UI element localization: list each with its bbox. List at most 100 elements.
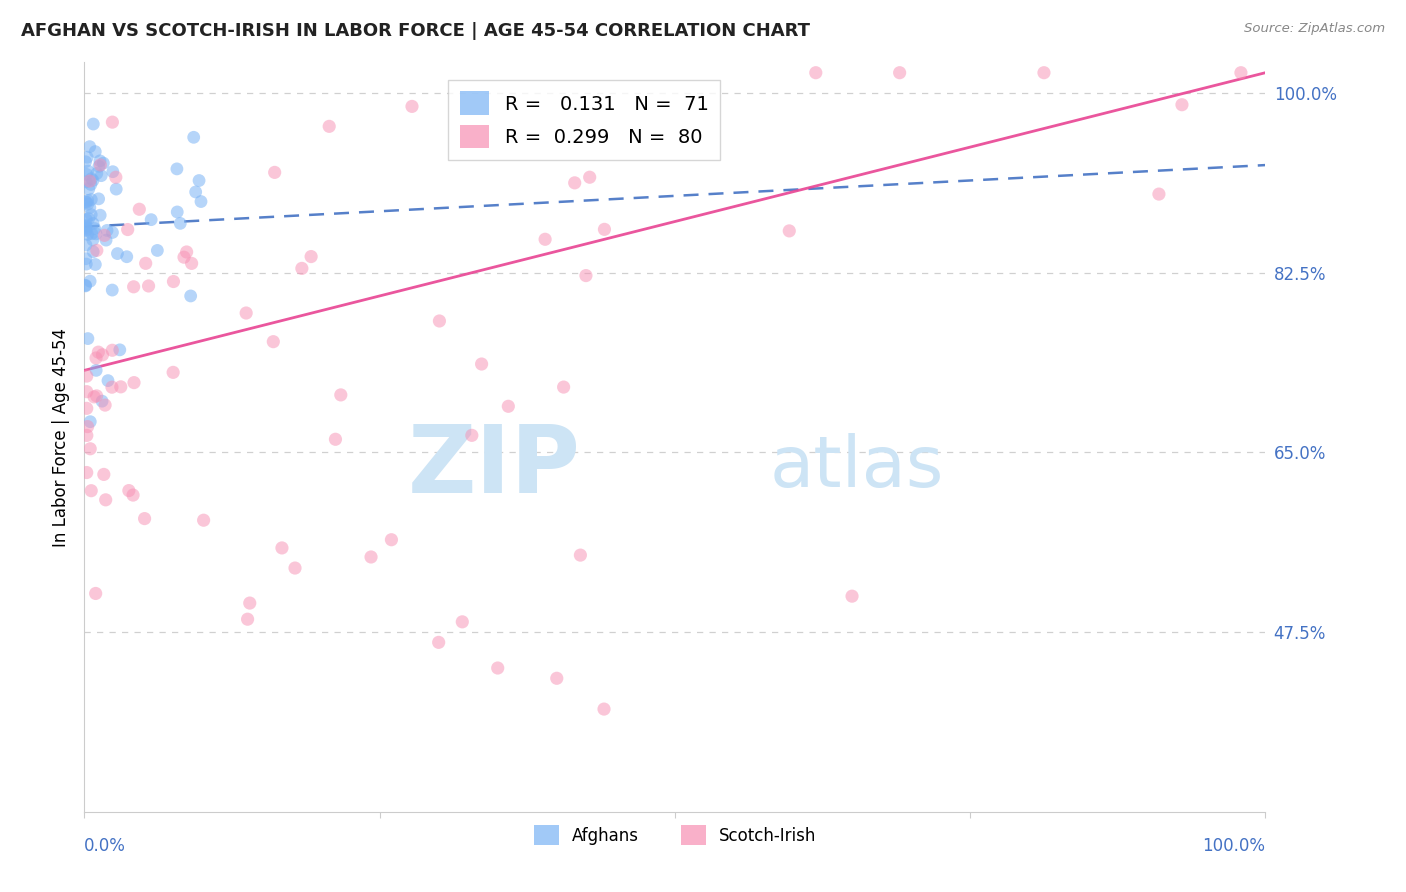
Text: Source: ZipAtlas.com: Source: ZipAtlas.com [1244, 22, 1385, 36]
Point [122, 376, 145, 390]
Point [75, 221, 97, 235]
Point [79, 201, 101, 215]
Text: AFGHAN VS SCOTCH-IRISH IN LABOR FORCE | AGE 45-54 CORRELATION CHART: AFGHAN VS SCOTCH-IRISH IN LABOR FORCE | … [21, 22, 810, 40]
Point [104, 170, 127, 185]
Point [76, 194, 98, 208]
Point [86, 244, 108, 258]
Point [76, 401, 98, 416]
Point [75, 219, 97, 233]
Point [578, 170, 600, 185]
Point [89, 153, 111, 168]
Point [166, 161, 188, 176]
Point [1147, 187, 1170, 202]
Point [89, 208, 111, 222]
Point [84, 145, 107, 159]
Point [90, 169, 112, 183]
Point [75, 238, 97, 252]
Point [76, 384, 98, 399]
Point [86, 389, 108, 403]
Point [75, 278, 97, 293]
Point [380, 533, 402, 547]
Point [75, 194, 97, 209]
Point [804, 66, 827, 80]
Point [77, 211, 100, 226]
Point [87, 345, 110, 359]
Point [593, 702, 616, 716]
Point [82, 217, 104, 231]
Text: 0.0%: 0.0% [84, 838, 127, 855]
Point [76, 419, 98, 434]
Point [291, 261, 314, 276]
Point [146, 244, 169, 258]
Point [110, 380, 132, 394]
Point [101, 115, 124, 129]
Point [91, 394, 114, 409]
Point [79, 442, 101, 456]
Point [84, 227, 107, 241]
Point [80, 178, 103, 192]
Point [461, 428, 484, 442]
Point [429, 314, 451, 328]
Point [118, 483, 141, 498]
Point [76, 466, 98, 480]
Point [79, 139, 101, 153]
Point [76, 227, 98, 242]
Point [82, 117, 104, 131]
Point [94, 398, 117, 412]
Point [101, 380, 124, 394]
Point [75, 223, 97, 237]
Text: 100.0%: 100.0% [1202, 838, 1265, 855]
Point [93, 467, 115, 482]
Point [271, 541, 294, 555]
Point [79, 174, 101, 188]
Point [575, 268, 598, 283]
Point [84, 363, 107, 377]
Point [325, 432, 347, 446]
Point [117, 222, 139, 236]
Point [105, 182, 128, 196]
Point [80, 208, 103, 222]
Point [169, 216, 191, 230]
Point [546, 671, 568, 685]
Point [87, 159, 110, 173]
Point [299, 250, 322, 264]
Point [101, 283, 124, 297]
Point [162, 275, 184, 289]
Point [80, 227, 103, 241]
Point [235, 306, 257, 320]
Point [138, 279, 160, 293]
Legend: R =   0.131   N =  71, R =  0.299   N =  80: R = 0.131 N = 71, R = 0.299 N = 80 [449, 79, 720, 161]
Point [889, 66, 911, 80]
Y-axis label: In Labor Force | Age 45-54: In Labor Force | Age 45-54 [52, 327, 70, 547]
Point [122, 488, 145, 502]
Point [76, 150, 98, 164]
Point [360, 549, 382, 564]
Point [75, 222, 97, 236]
Point [84, 258, 107, 272]
Point [183, 130, 205, 145]
Point [141, 212, 163, 227]
Point [94, 233, 117, 247]
Point [84, 586, 107, 600]
Point [180, 256, 202, 270]
Point [79, 415, 101, 429]
Point [77, 332, 100, 346]
Point [134, 511, 156, 525]
Point [83, 221, 105, 235]
Point [93, 156, 115, 170]
Text: atlas: atlas [769, 433, 943, 501]
Point [451, 615, 474, 629]
Point [75, 257, 97, 271]
Point [79, 274, 101, 288]
Point [97, 374, 120, 388]
Point [96, 223, 118, 237]
Point [87, 192, 110, 206]
Point [75, 219, 97, 233]
Point [80, 171, 103, 186]
Point [82, 173, 104, 187]
Point [427, 635, 450, 649]
Point [236, 612, 259, 626]
Point [193, 513, 215, 527]
Point [86, 166, 108, 180]
Point [76, 369, 98, 384]
